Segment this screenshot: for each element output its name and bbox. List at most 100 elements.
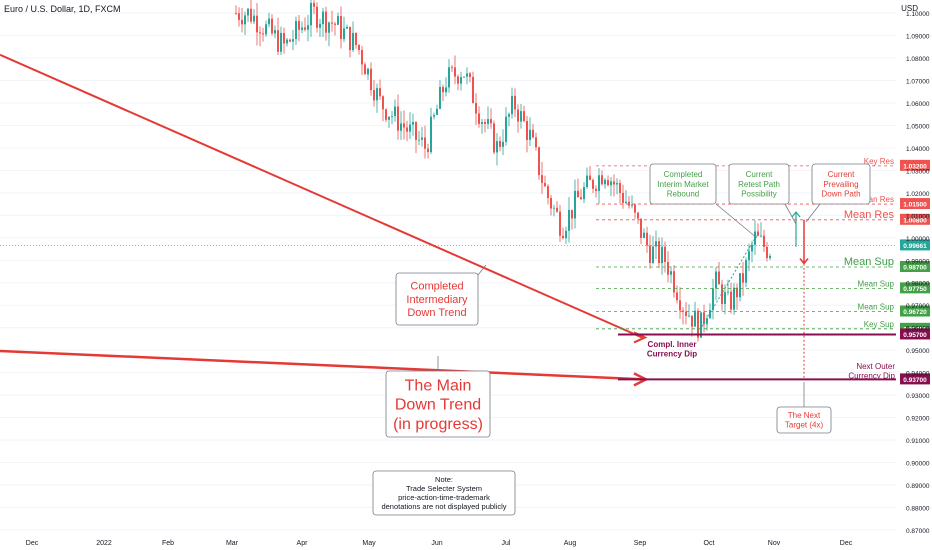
main-trendline (0, 349, 646, 381)
candle-body (583, 187, 585, 200)
candle-body (442, 87, 444, 93)
candle-body (748, 251, 750, 261)
candle-body (283, 32, 285, 44)
candle-body (424, 137, 426, 149)
candle-body (433, 114, 435, 117)
candle-body (727, 291, 729, 293)
candle-body (460, 77, 462, 84)
candle-body (475, 103, 477, 114)
interim-callout-text: Completed Interim Market Rebound (657, 170, 709, 198)
candle-body (355, 32, 357, 46)
candle-body (418, 139, 420, 141)
candle-body (562, 235, 564, 239)
candle-body (601, 175, 603, 185)
candle-body (451, 67, 453, 69)
candle-body (514, 95, 516, 110)
x-tick-label: May (362, 540, 376, 547)
candle-body (247, 8, 249, 16)
retest-path (699, 233, 759, 331)
level-price-tag (900, 213, 930, 225)
x-tick-label: Feb (162, 540, 174, 547)
candle-body (688, 315, 690, 317)
candle-body (745, 260, 747, 283)
candle-body (613, 181, 615, 185)
y-tick-label: 0.97000 (906, 303, 930, 310)
candle-body (511, 95, 513, 115)
y-tick-label: 1.07000 (906, 78, 930, 85)
candle-body (517, 109, 519, 122)
candle-body (586, 175, 588, 188)
level-name: Key Res (864, 157, 894, 166)
annotations: Completed Intermediary Down Trend The Main D… (372, 163, 896, 516)
candle-body (526, 121, 528, 140)
main-callout-box (385, 370, 491, 438)
level-price-label: 1.03200 (903, 163, 927, 170)
candle-body (313, 2, 315, 7)
candle-body (541, 175, 543, 183)
candle-body (307, 25, 309, 30)
candle-body (649, 245, 651, 263)
down-path-arrowhead (799, 258, 809, 265)
candle-body (664, 246, 666, 263)
candle-body (682, 310, 684, 312)
level-name: Mean Res (858, 195, 894, 204)
y-tick-label: 1.04000 (906, 146, 930, 153)
candle-body (736, 287, 738, 298)
interim-callout-box (649, 163, 717, 205)
y-tick-label: 1.06000 (906, 101, 930, 108)
main-callout-text: The Main Down Trend (in progress) (393, 377, 483, 432)
outer-dip-label: Next Outer Currency Dip (848, 362, 895, 381)
y-tick-label: 1.05000 (906, 123, 930, 130)
candle-body (379, 88, 381, 97)
candle-body (253, 15, 255, 22)
currency-label: USD (901, 4, 918, 13)
x-axis: Dec 2022 Feb Mar Apr May Jun Jul Aug Sep Oct Nov Dec (26, 540, 853, 547)
level-price-tag (900, 261, 930, 273)
candle-body (301, 27, 303, 30)
candle-body (523, 111, 525, 122)
x-tick-label: Sep (634, 540, 647, 547)
candle-body (763, 235, 765, 247)
candle-body (637, 212, 639, 219)
note-callout-text: Note: Trade Selecter System price-action-t… (381, 475, 506, 511)
candle-body (625, 201, 627, 203)
grid (0, 12, 896, 531)
candle-body (439, 87, 441, 109)
candle-body (340, 16, 342, 40)
candle-body (367, 68, 369, 75)
level-price-label: 0.95700 (903, 332, 927, 339)
candle-body (415, 122, 417, 140)
y-tick-label: 0.88000 (906, 506, 930, 513)
candle-body (733, 287, 735, 310)
x-tick-label: Dec (840, 540, 853, 547)
candle-body (274, 30, 276, 34)
note-callout-box (372, 470, 516, 516)
y-tick-label: 1.02000 (906, 191, 930, 198)
candle-body (361, 49, 363, 65)
candle-body (310, 2, 312, 26)
level-name: Mean Sup (844, 256, 894, 268)
candle-body (334, 23, 336, 25)
interim-callout: Completed Interim Market Rebound (649, 163, 758, 239)
candle-body (238, 13, 240, 20)
y-tick-label: 0.95000 (906, 348, 930, 355)
candle-body (754, 231, 756, 245)
candle-body (466, 73, 468, 77)
candle-body (388, 116, 390, 120)
candle-body (703, 312, 705, 325)
level-price-label: 0.98700 (903, 265, 927, 272)
y-tick-label: 0.89000 (906, 483, 930, 490)
y-tick-label: 1.00000 (906, 236, 930, 243)
trendlines (0, 53, 809, 387)
candle-body (568, 209, 570, 231)
candle-body (454, 67, 456, 77)
candle-body (598, 175, 600, 191)
intermediary-callout: Completed Intermediary Down Trend (395, 264, 487, 326)
candle-body (391, 116, 393, 117)
candle-body (673, 271, 675, 293)
candle-body (706, 318, 708, 325)
candle-body (457, 76, 459, 84)
level-name: Key Sup (864, 320, 895, 329)
candle-body (493, 123, 495, 153)
candle-body (298, 20, 300, 30)
